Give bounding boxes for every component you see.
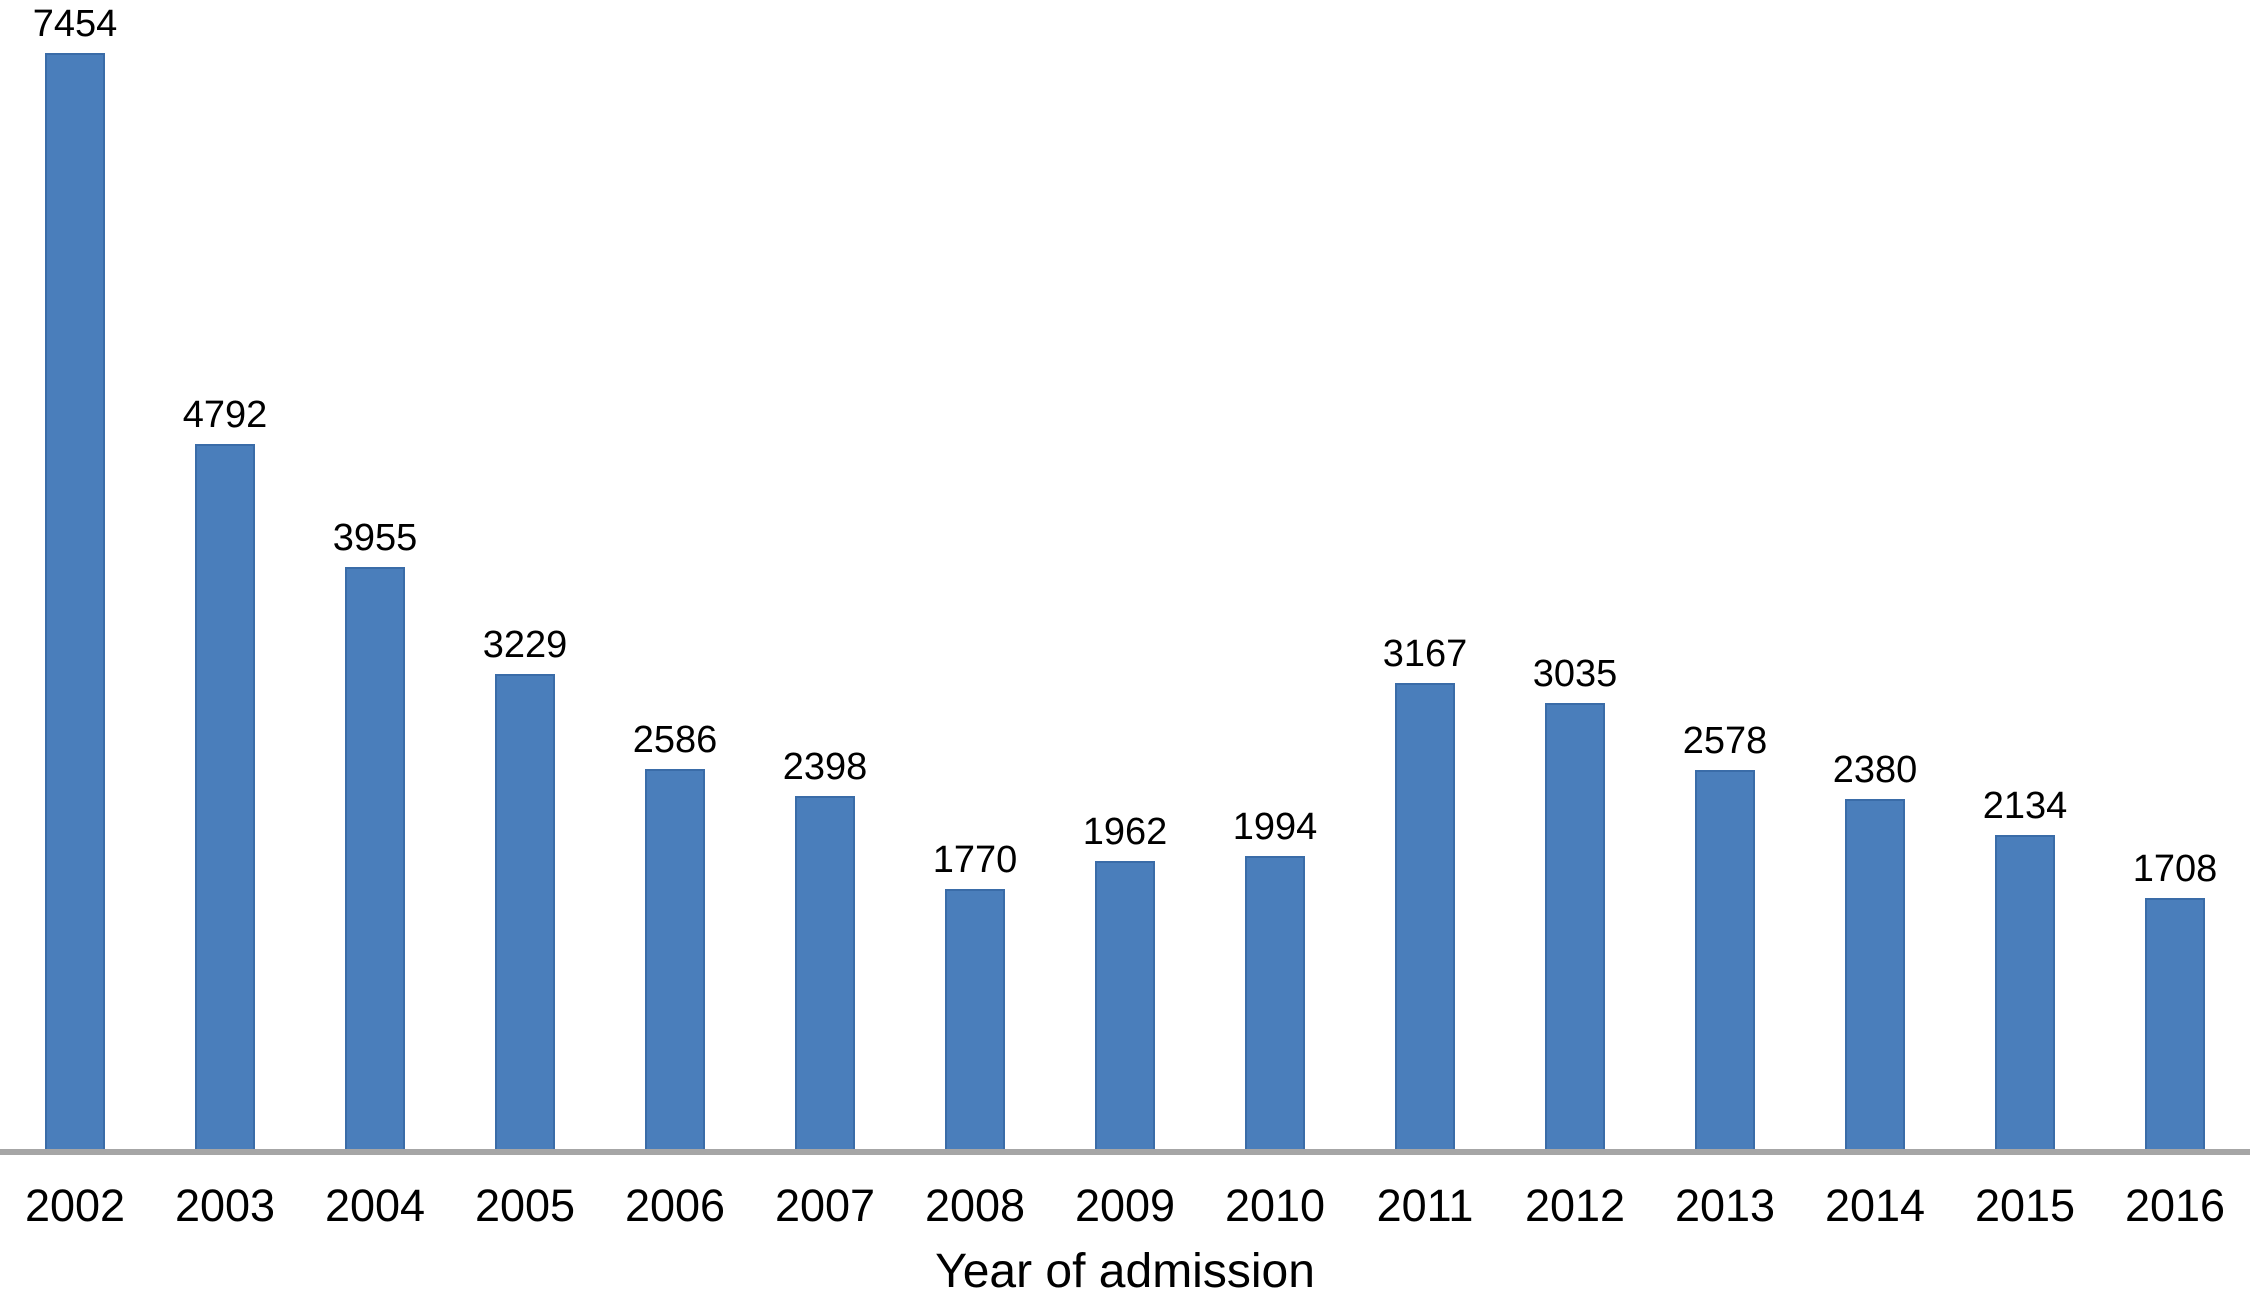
value-label-2011: 3167 (1382, 633, 1468, 676)
bar-2002: 7454 (33, 5, 117, 1149)
x-axis-labels: 2002 2003 2004 2005 2006 2007 2008 2009 2010 2011… (0, 1155, 2250, 1228)
x-tick-2004: 2004 (324, 1180, 426, 1231)
bar-group-2005: 3229 (450, 53, 600, 1149)
bar-2006: 2586 (633, 721, 717, 1149)
bar-group-2013: 2578 (1650, 53, 1800, 1149)
bar-2015: 2134 (1983, 787, 2067, 1149)
bar-2003: 4792 (183, 396, 267, 1149)
value-label-2004: 3955 (332, 517, 418, 560)
value-label-2013: 2578 (1682, 719, 1768, 762)
bar-group-2007: 2398 (750, 53, 900, 1149)
bar-2009: 1962 (1083, 813, 1167, 1149)
bar-2005: 3229 (483, 626, 567, 1149)
bar-2008: 1770 (933, 841, 1017, 1149)
value-label-2016: 1708 (2132, 847, 2218, 890)
x-tick-2003: 2003 (174, 1180, 276, 1231)
x-tick-2005: 2005 (474, 1180, 576, 1231)
bar-2011: 3167 (1383, 635, 1467, 1149)
x-tick-2011: 2011 (1376, 1180, 1474, 1231)
plot-area: 7454 4792 3955 3229 2586 2398 1770 1962 1994 3167… (0, 5, 2250, 1149)
x-tick-2009: 2009 (1074, 1180, 1176, 1231)
x-tick-2002: 2002 (24, 1180, 126, 1231)
x-tick-2016: 2016 (2124, 1180, 2226, 1231)
x-tick-2010: 2010 (1224, 1180, 1326, 1231)
x-tick-2013: 2013 (1674, 1180, 1776, 1231)
value-label-2008: 1770 (932, 838, 1018, 881)
value-label-2009: 1962 (1082, 810, 1168, 853)
value-label-2012: 3035 (1532, 652, 1618, 695)
value-label-2014: 2380 (1832, 749, 1918, 792)
x-tick-2006: 2006 (624, 1180, 726, 1231)
value-label-2002: 7454 (32, 3, 118, 45)
bar-2007: 2398 (783, 748, 867, 1149)
bar-group-2014: 2380 (1800, 53, 1950, 1149)
bar-group-2010: 1994 (1200, 53, 1350, 1149)
value-label-2005: 3229 (482, 624, 568, 667)
bar-2016: 1708 (2133, 850, 2217, 1149)
bar-group-2016: 1708 (2100, 53, 2250, 1149)
value-label-2003: 4792 (182, 394, 268, 437)
value-label-2006: 2586 (632, 718, 718, 761)
bar-group-2011: 3167 (1350, 53, 1500, 1149)
x-tick-2015: 2015 (1974, 1180, 2076, 1231)
bar-2012: 3035 (1533, 655, 1617, 1149)
bar-group-2009: 1962 (1050, 53, 1200, 1149)
bar-group-2003: 4792 (150, 53, 300, 1149)
x-tick-2008: 2008 (924, 1180, 1026, 1231)
value-label-2007: 2398 (782, 746, 868, 789)
bar-group-2006: 2586 (600, 53, 750, 1149)
bar-2004: 3955 (333, 519, 417, 1149)
x-tick-2012: 2012 (1524, 1180, 1626, 1231)
bar-group-2004: 3955 (300, 53, 450, 1149)
x-axis-title: Year of admission (935, 1245, 1315, 1295)
x-tick-2014: 2014 (1824, 1180, 1926, 1231)
bar-2010: 1994 (1233, 808, 1317, 1149)
value-label-2010: 1994 (1232, 805, 1318, 848)
bar-group-2008: 1770 (900, 53, 1050, 1149)
value-label-2015: 2134 (1982, 785, 2068, 828)
x-axis-line (0, 1149, 2250, 1155)
bar-group-2002: 7454 (0, 5, 150, 1149)
bar-2013: 2578 (1683, 722, 1767, 1149)
bar-2014: 2380 (1833, 751, 1917, 1149)
x-tick-2007: 2007 (774, 1180, 876, 1231)
bar-group-2012: 3035 (1500, 53, 1650, 1149)
bar-group-2015: 2134 (1950, 53, 2100, 1149)
